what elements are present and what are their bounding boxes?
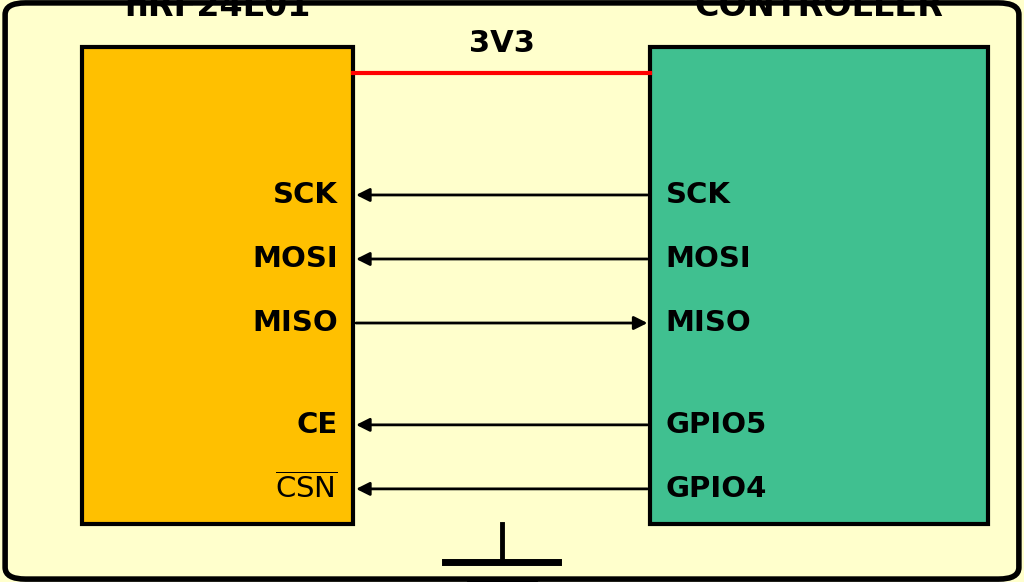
- Bar: [82, 47, 353, 524]
- Text: 3V3: 3V3: [469, 29, 535, 58]
- Text: $\overline{\rm CSN}$: $\overline{\rm CSN}$: [275, 473, 338, 505]
- Text: MOSI: MOSI: [666, 245, 752, 273]
- Text: MOSI: MOSI: [252, 245, 338, 273]
- Text: MISO: MISO: [666, 309, 752, 337]
- Text: GPIO4: GPIO4: [666, 475, 767, 503]
- Text: GPIO5: GPIO5: [666, 411, 767, 439]
- Text: nRF24L01: nRF24L01: [124, 0, 311, 23]
- Text: MISO: MISO: [252, 309, 338, 337]
- Text: CONTROLLER: CONTROLLER: [694, 0, 944, 23]
- Text: SCK: SCK: [273, 181, 338, 209]
- Text: SCK: SCK: [666, 181, 730, 209]
- FancyBboxPatch shape: [5, 3, 1019, 579]
- Bar: [650, 47, 988, 524]
- Text: CE: CE: [297, 411, 338, 439]
